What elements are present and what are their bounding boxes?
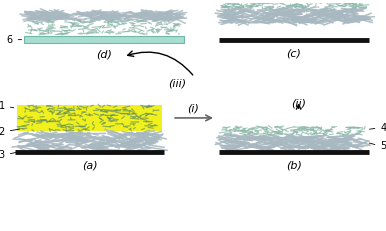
Bar <box>24 36 184 43</box>
Text: (a): (a) <box>82 161 97 170</box>
Text: (ii): (ii) <box>291 98 306 108</box>
Bar <box>17 105 163 131</box>
Text: (iii): (iii) <box>168 79 186 89</box>
Text: 4: 4 <box>369 123 386 133</box>
Text: 2: 2 <box>0 127 20 137</box>
Text: 6: 6 <box>7 35 22 45</box>
Text: 5: 5 <box>369 141 386 151</box>
Text: 1: 1 <box>0 101 14 111</box>
FancyArrowPatch shape <box>128 51 193 75</box>
Text: (i): (i) <box>188 103 200 113</box>
Text: (b): (b) <box>286 161 302 170</box>
Text: (d): (d) <box>96 50 112 60</box>
Text: 3: 3 <box>0 150 20 160</box>
Text: (c): (c) <box>286 49 301 59</box>
